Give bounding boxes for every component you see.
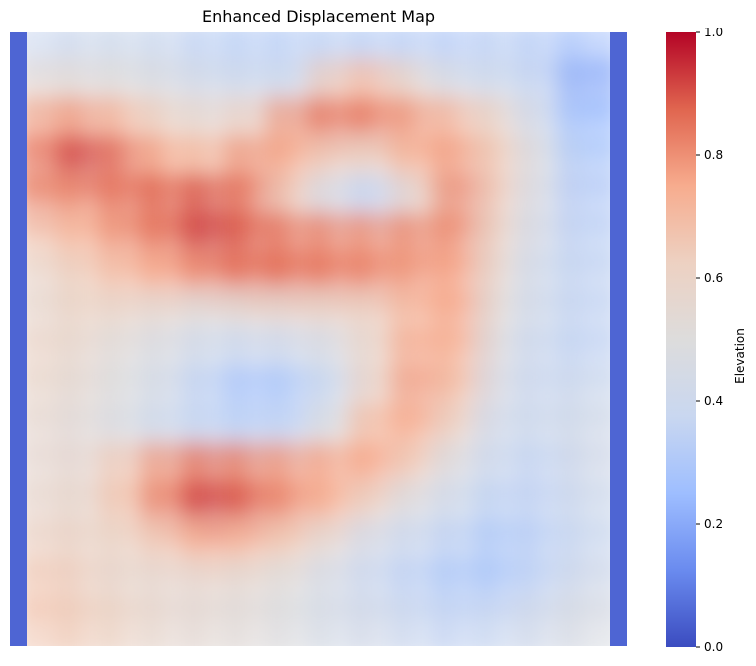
left-edge-column [10, 32, 27, 646]
heatmap-plot [10, 32, 627, 646]
colorbar: 0.0 0.2 0.4 0.6 0.8 1.0 Elevation [666, 28, 747, 654]
colorbar-gradient [666, 32, 696, 647]
right-edge-column [610, 32, 627, 646]
colorbar-tick-label: 0.8 [704, 148, 723, 162]
colorbar-tick-label: 1.0 [704, 28, 723, 39]
chart-title: Enhanced Displacement Map [201, 7, 436, 26]
colorbar-tick-label: 0.6 [704, 271, 723, 285]
colorbar-tick-label: 0.2 [704, 517, 723, 531]
colorbar-tick-label: 0.0 [704, 640, 723, 654]
heatmap-cells [15, 32, 622, 646]
colorbar-tick-label: 0.4 [704, 394, 723, 408]
colorbar-ticks: 0.0 0.2 0.4 0.6 0.8 1.0 [696, 28, 723, 654]
heatmap-edge-columns [10, 32, 627, 646]
colorbar-label: Elevation [733, 328, 747, 384]
